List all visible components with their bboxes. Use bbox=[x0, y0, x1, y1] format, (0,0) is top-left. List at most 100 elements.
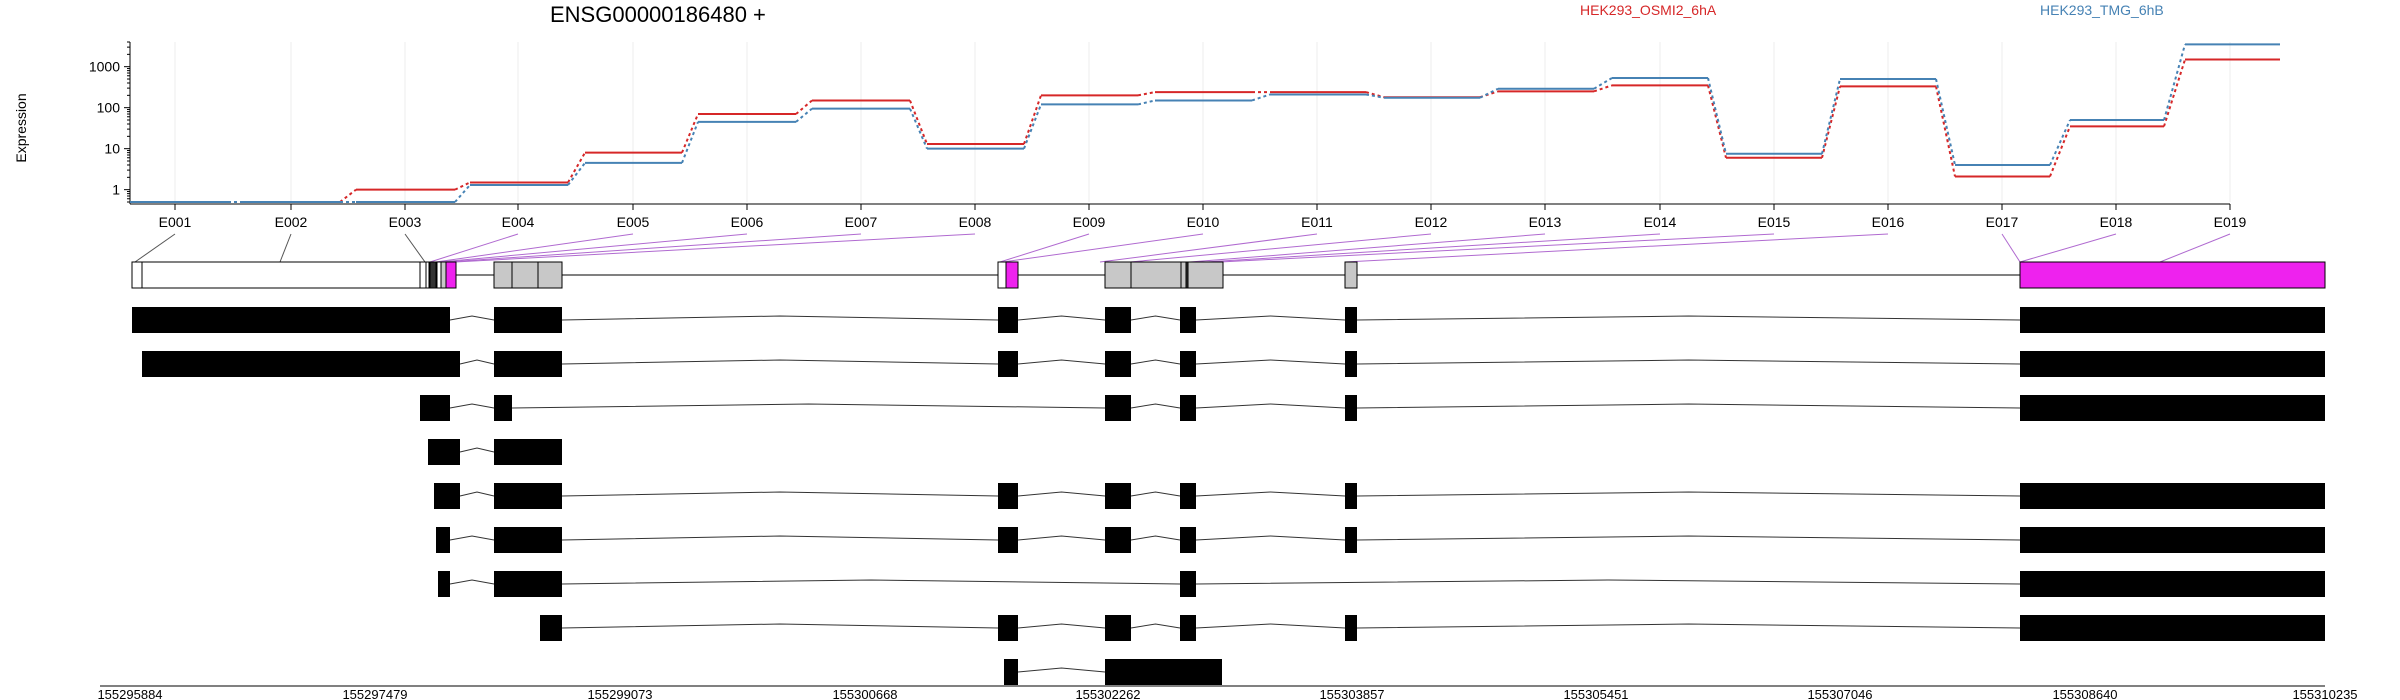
transcript-exon bbox=[1180, 351, 1196, 377]
series-2-connector bbox=[2049, 119, 2071, 166]
transcript-exon bbox=[2020, 483, 2325, 509]
gene-model-exon bbox=[537, 261, 563, 289]
y-tick-label: 1 bbox=[112, 182, 120, 198]
exon-connector-line bbox=[279, 233, 292, 263]
transcript-intron bbox=[1356, 403, 2021, 409]
transcript-exon bbox=[998, 615, 1018, 641]
series-2-connector bbox=[1251, 93, 1271, 102]
gene-model-exon bbox=[1104, 261, 1132, 289]
transcript-exon bbox=[998, 527, 1018, 553]
transcript-intron bbox=[1195, 623, 1346, 629]
genomic-axis-label: 155300668 bbox=[832, 687, 897, 700]
transcript-intron bbox=[561, 359, 999, 365]
transcript-exon bbox=[436, 527, 450, 553]
x-tick-label: E005 bbox=[617, 214, 650, 230]
gene-model-exon bbox=[1130, 261, 1182, 289]
x-tick-label: E004 bbox=[502, 214, 535, 230]
gene-model-exon bbox=[1005, 261, 1019, 289]
transcript-exon bbox=[1105, 659, 1222, 685]
exon-connector-line bbox=[1129, 233, 1432, 263]
gene-model-exon bbox=[425, 261, 430, 289]
gene-model-exon bbox=[1187, 261, 1224, 289]
exon-connector-line bbox=[439, 233, 748, 263]
series-1-connector bbox=[681, 113, 699, 154]
transcript-intron bbox=[1356, 315, 2021, 321]
transcript-exon bbox=[434, 483, 460, 509]
transcript-exon bbox=[1345, 395, 1357, 421]
gene-model-exon bbox=[440, 261, 447, 289]
transcript-intron bbox=[1017, 623, 1106, 629]
exon-connector-line bbox=[1204, 233, 1661, 263]
y-tick-label: 1000 bbox=[89, 59, 120, 75]
transcript-exon bbox=[420, 395, 450, 421]
transcript-intron bbox=[561, 315, 999, 321]
transcript-intron bbox=[449, 403, 495, 409]
transcript-intron bbox=[1017, 491, 1106, 497]
y-axis-label: Expression bbox=[13, 93, 29, 162]
exon-connector-line bbox=[446, 233, 862, 263]
genomic-axis-label: 155297479 bbox=[342, 687, 407, 700]
transcript-exon bbox=[998, 351, 1018, 377]
transcript-intron bbox=[1130, 315, 1181, 321]
x-tick-label: E006 bbox=[731, 214, 764, 230]
x-tick-label: E016 bbox=[1872, 214, 1905, 230]
genomic-axis-label: 155303857 bbox=[1319, 687, 1384, 700]
transcript-intron bbox=[1195, 535, 1346, 541]
transcript-intron bbox=[1195, 403, 1346, 409]
transcript-intron bbox=[1130, 491, 1181, 497]
gene-model-exon bbox=[1180, 261, 1187, 289]
exon-connector-line bbox=[999, 233, 1090, 263]
series-2-connector bbox=[2163, 44, 2186, 121]
gene-model-exon bbox=[429, 261, 437, 289]
exon-connector-line bbox=[404, 233, 426, 263]
exon-connector-line bbox=[1002, 233, 1204, 263]
exon-connector-line bbox=[454, 233, 976, 263]
transcript-exon bbox=[1180, 395, 1196, 421]
transcript-intron bbox=[1195, 491, 1346, 497]
series-2-connector bbox=[567, 162, 586, 186]
transcript-exon bbox=[1105, 351, 1131, 377]
y-tick-label: 10 bbox=[104, 141, 120, 157]
transcript-exon bbox=[494, 439, 562, 465]
exon-connector-line bbox=[429, 233, 519, 263]
transcript-intron bbox=[459, 359, 495, 365]
transcript-exon bbox=[1105, 615, 1131, 641]
transcript-intron bbox=[459, 491, 495, 497]
transcript-exon bbox=[2020, 351, 2325, 377]
transcript-exon bbox=[540, 615, 562, 641]
transcript-intron bbox=[1195, 359, 1346, 365]
transcript-intron bbox=[449, 535, 495, 541]
x-tick-label: E007 bbox=[845, 214, 878, 230]
series-1-connector bbox=[1137, 91, 1156, 97]
exon-connector-line bbox=[2159, 233, 2231, 263]
x-tick-label: E011 bbox=[1301, 214, 1333, 230]
genomic-axis-label: 155305451 bbox=[1563, 687, 1628, 700]
series-2-connector bbox=[1707, 77, 1727, 155]
series-1-connector bbox=[1707, 85, 1727, 159]
series-2-connector bbox=[1935, 78, 1956, 166]
series-1-connector bbox=[795, 99, 813, 115]
genomic-axis-label: 155310235 bbox=[2292, 687, 2357, 700]
x-tick-label: E012 bbox=[1415, 214, 1448, 230]
transcript-intron bbox=[561, 579, 1181, 585]
transcript-intron bbox=[449, 315, 495, 321]
transcript-exon bbox=[494, 527, 562, 553]
genomic-axis-label: 155307046 bbox=[1807, 687, 1872, 700]
x-tick-label: E001 bbox=[159, 214, 192, 230]
chart-title: ENSG00000186480 + bbox=[550, 2, 766, 27]
gene-model-exon bbox=[493, 261, 513, 289]
transcript-exon bbox=[438, 571, 450, 597]
exon-connector-line bbox=[134, 233, 176, 263]
x-tick-label: E017 bbox=[1986, 214, 2019, 230]
series-2-connector bbox=[1365, 93, 1385, 99]
gene-model-exon bbox=[511, 261, 539, 289]
transcript-intron bbox=[1356, 535, 2021, 541]
transcript-exon bbox=[2020, 571, 2325, 597]
transcript-exon bbox=[1180, 615, 1196, 641]
transcript-intron bbox=[1130, 535, 1181, 541]
series-1-connector bbox=[339, 188, 357, 203]
series-2-connector bbox=[909, 108, 928, 150]
transcript-exon bbox=[1105, 395, 1131, 421]
series-1-connector bbox=[567, 152, 586, 183]
x-tick-label: E019 bbox=[2214, 214, 2247, 230]
